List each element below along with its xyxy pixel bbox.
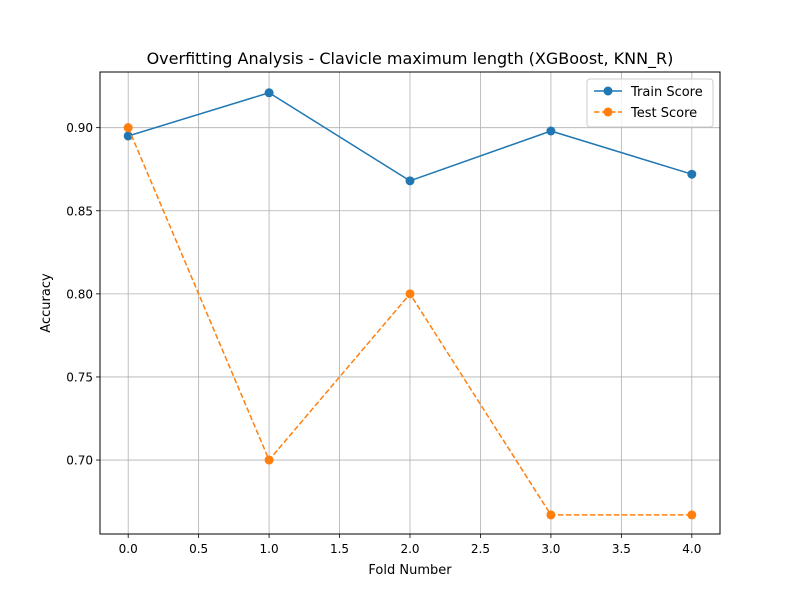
test-score-point (123, 123, 133, 133)
legend-test-label: Test Score (630, 106, 697, 121)
train-score-point (123, 131, 133, 141)
train-score-point (546, 126, 556, 136)
x-tick-label: 2.5 (471, 542, 490, 556)
axis-ticks: 0.0 0.5 1.0 1.5 2.0 2.5 3.0 3.5 4.0 0.70 0.75 0.80 0… (66, 121, 701, 556)
chart-title: Overfitting Analysis - Clavicle maximum … (147, 49, 674, 69)
legend: Train Score Test Score (586, 78, 714, 128)
legend-train-label: Train Score (630, 85, 703, 100)
test-score-point (264, 455, 274, 465)
train-score-point (264, 88, 274, 98)
plot-series (123, 88, 697, 520)
y-tick-label: 0.85 (66, 204, 93, 218)
grid-lines (100, 72, 720, 534)
y-tick-label: 0.90 (66, 121, 93, 135)
x-tick-label: 3.5 (612, 542, 631, 556)
train-score-point (687, 169, 697, 179)
y-tick-label: 0.80 (66, 287, 93, 301)
x-tick-label: 0.5 (189, 542, 208, 556)
x-tick-label: 3.0 (541, 542, 560, 556)
test-score-point (687, 510, 697, 520)
x-tick-label: 0.0 (119, 542, 138, 556)
y-tick-label: 0.75 (66, 370, 93, 384)
x-tick-label: 1.0 (260, 542, 279, 556)
x-tick-label: 1.5 (330, 542, 349, 556)
x-axis-label: Fold Number (368, 563, 452, 578)
x-tick-label: 4.0 (682, 542, 701, 556)
legend-train-marker (603, 86, 613, 96)
legend-test-marker (603, 107, 613, 117)
test-score-point (546, 510, 556, 520)
x-tick-label: 2.0 (400, 542, 419, 556)
y-axis-label: Accuracy (39, 273, 54, 333)
test-score-point (405, 289, 415, 299)
y-tick-label: 0.70 (66, 454, 93, 468)
train-score-point (405, 176, 415, 186)
